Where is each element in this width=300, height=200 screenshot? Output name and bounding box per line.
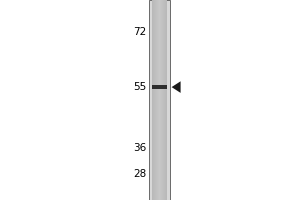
Bar [161, 0, 162, 200]
Bar [164, 0, 165, 200]
Bar [154, 0, 155, 200]
Polygon shape [172, 81, 181, 93]
Bar [152, 85, 166, 89]
Bar [163, 0, 164, 200]
Bar [152, 0, 153, 200]
Bar [155, 0, 156, 200]
Bar [159, 0, 160, 200]
Bar [155, 0, 156, 200]
Text: 28: 28 [133, 169, 146, 179]
Bar [161, 0, 162, 200]
Bar [153, 0, 154, 200]
Bar [148, 0, 170, 200]
Bar [154, 0, 155, 200]
Bar [164, 0, 165, 200]
Bar [166, 0, 167, 200]
Bar [158, 0, 159, 200]
Bar [152, 0, 153, 200]
Text: 72: 72 [133, 27, 146, 37]
Bar [160, 0, 161, 200]
Text: 36: 36 [133, 143, 146, 153]
Bar [162, 0, 163, 200]
Bar [160, 0, 161, 200]
Text: 55: 55 [133, 82, 146, 92]
Bar [157, 0, 158, 200]
Bar [158, 0, 159, 200]
Bar [156, 0, 157, 200]
Bar [165, 0, 166, 200]
